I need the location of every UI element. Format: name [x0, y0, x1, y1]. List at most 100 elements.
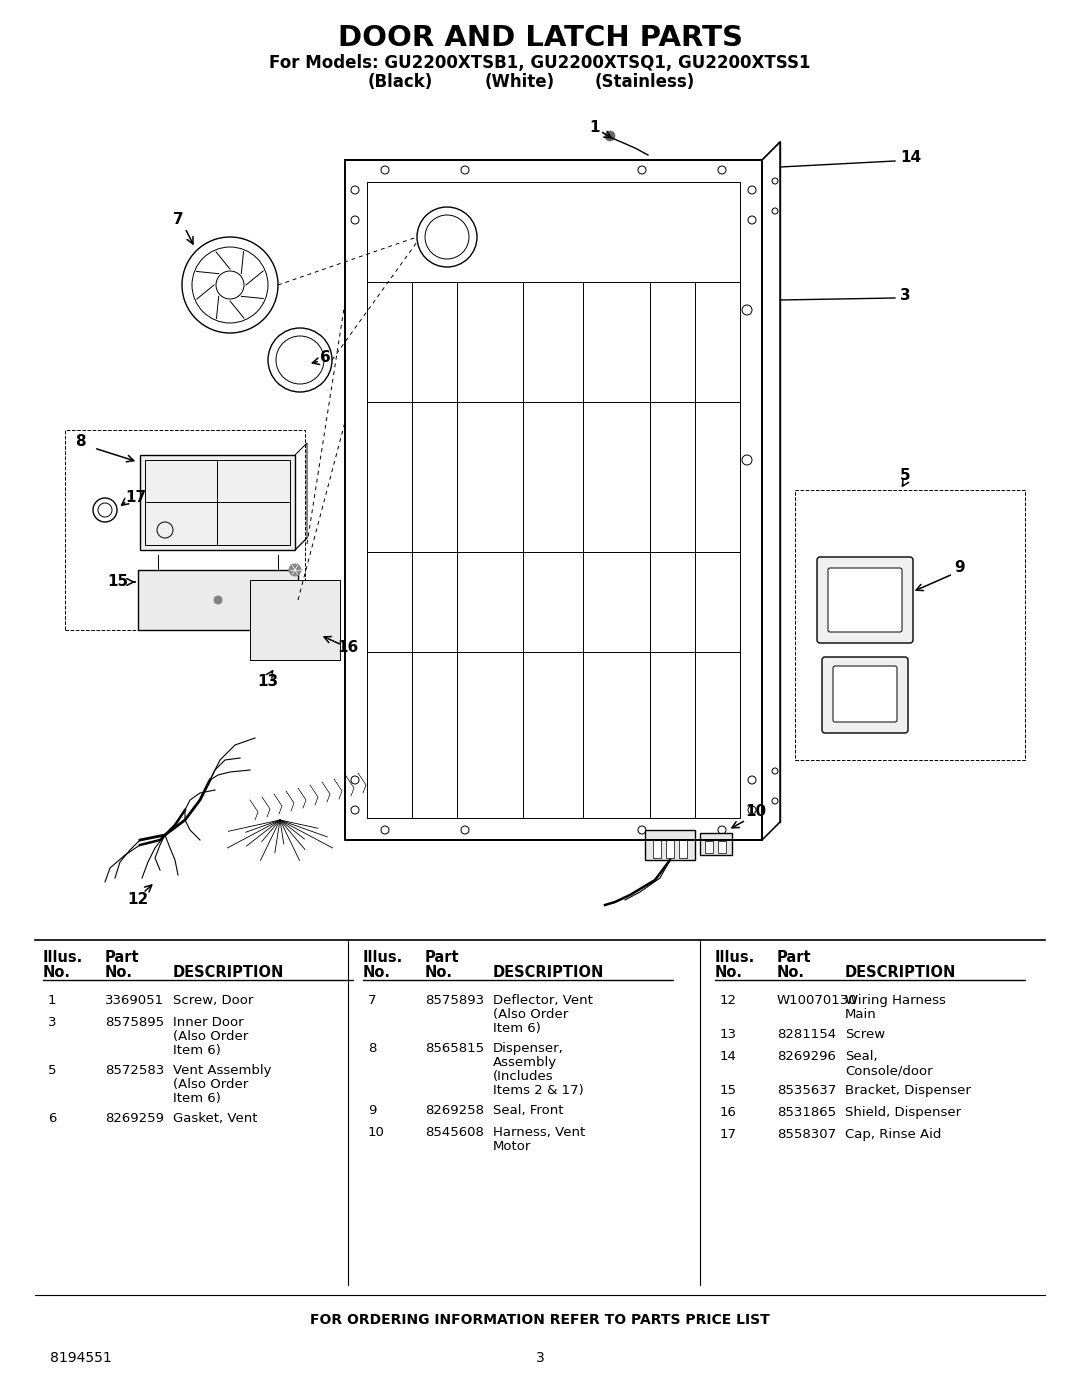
Text: 8281154: 8281154: [777, 1028, 836, 1041]
Text: 8: 8: [75, 434, 85, 450]
Text: Console/door: Console/door: [845, 1065, 933, 1077]
Bar: [705, 841, 713, 854]
Text: Wiring Harness: Wiring Harness: [845, 995, 946, 1007]
Bar: [718, 841, 726, 854]
Text: No.: No.: [43, 965, 71, 981]
Text: 12: 12: [720, 995, 737, 1007]
Bar: [65, 430, 305, 630]
Text: 1: 1: [590, 120, 600, 136]
Text: 10: 10: [745, 805, 766, 820]
Text: Part: Part: [426, 950, 460, 965]
Text: 8575893: 8575893: [426, 995, 484, 1007]
Circle shape: [214, 597, 222, 604]
Text: 14: 14: [900, 151, 921, 165]
Bar: [653, 840, 661, 858]
Text: Screw, Door: Screw, Door: [173, 995, 254, 1007]
Text: (Stainless): (Stainless): [595, 73, 696, 91]
Text: 13: 13: [257, 675, 279, 690]
FancyBboxPatch shape: [822, 657, 908, 733]
Text: Item 6): Item 6): [173, 1044, 221, 1058]
Bar: [145, 460, 291, 545]
Bar: [140, 455, 295, 550]
Text: Part: Part: [105, 950, 139, 965]
Text: 8558307: 8558307: [777, 1127, 836, 1141]
Bar: [795, 490, 1025, 760]
Text: 9: 9: [368, 1104, 376, 1118]
Text: Screw: Screw: [845, 1028, 886, 1041]
Text: Items 2 & 17): Items 2 & 17): [492, 1084, 584, 1097]
Text: 16: 16: [337, 640, 359, 655]
Text: 16: 16: [720, 1106, 737, 1119]
Text: No.: No.: [715, 965, 743, 981]
Text: Item 6): Item 6): [492, 1023, 541, 1035]
Bar: [645, 830, 696, 861]
Text: No.: No.: [426, 965, 453, 981]
Text: 7: 7: [173, 212, 184, 228]
Text: 6: 6: [320, 351, 330, 366]
Text: (White): (White): [485, 73, 555, 91]
Text: Assembly: Assembly: [492, 1056, 557, 1069]
Text: 9: 9: [955, 560, 966, 576]
Text: 7: 7: [368, 995, 377, 1007]
Text: 8269296: 8269296: [777, 1051, 836, 1063]
Text: Gasket, Vent: Gasket, Vent: [173, 1112, 257, 1125]
Text: Illus.: Illus.: [43, 950, 83, 965]
Text: 1: 1: [48, 995, 56, 1007]
Text: 8575895: 8575895: [105, 1016, 164, 1030]
Circle shape: [605, 131, 615, 141]
Text: 8: 8: [368, 1042, 376, 1055]
Text: 8194551: 8194551: [50, 1351, 111, 1365]
Text: Seal, Front: Seal, Front: [492, 1104, 564, 1118]
Bar: [249, 580, 340, 659]
Bar: [138, 570, 298, 630]
Text: Cap, Rinse Aid: Cap, Rinse Aid: [845, 1127, 942, 1141]
Text: For Models: GU2200XTSB1, GU2200XTSQ1, GU2200XTSS1: For Models: GU2200XTSB1, GU2200XTSQ1, GU…: [269, 54, 811, 73]
Text: 12: 12: [127, 893, 149, 908]
Text: Shield, Dispenser: Shield, Dispenser: [845, 1106, 961, 1119]
Text: 10: 10: [368, 1126, 384, 1139]
Text: 13: 13: [720, 1028, 737, 1041]
Text: DOOR AND LATCH PARTS: DOOR AND LATCH PARTS: [337, 24, 743, 52]
FancyBboxPatch shape: [828, 569, 902, 631]
Text: Deflector, Vent: Deflector, Vent: [492, 995, 593, 1007]
Text: FOR ORDERING INFORMATION REFER TO PARTS PRICE LIST: FOR ORDERING INFORMATION REFER TO PARTS …: [310, 1313, 770, 1327]
Text: 17: 17: [720, 1127, 737, 1141]
Text: (Also Order: (Also Order: [173, 1078, 248, 1091]
Bar: [679, 840, 687, 858]
Text: W10070130: W10070130: [777, 995, 858, 1007]
Text: 6: 6: [48, 1112, 56, 1125]
Text: 5: 5: [900, 468, 910, 482]
Text: 8565815: 8565815: [426, 1042, 484, 1055]
Text: DESCRIPTION: DESCRIPTION: [492, 965, 605, 981]
Text: 8531865: 8531865: [777, 1106, 836, 1119]
Bar: [666, 840, 674, 858]
Text: Bracket, Dispenser: Bracket, Dispenser: [845, 1084, 971, 1097]
Text: 8535637: 8535637: [777, 1084, 836, 1097]
Text: Vent Assembly: Vent Assembly: [173, 1065, 271, 1077]
Text: Main: Main: [845, 1009, 877, 1021]
Text: 8545608: 8545608: [426, 1126, 484, 1139]
Text: Illus.: Illus.: [363, 950, 403, 965]
Text: 3369051: 3369051: [105, 995, 164, 1007]
Text: Illus.: Illus.: [715, 950, 755, 965]
Text: 15: 15: [107, 574, 129, 590]
Text: 3: 3: [48, 1016, 56, 1030]
Bar: [700, 833, 732, 855]
Text: 17: 17: [125, 490, 146, 506]
Text: DESCRIPTION: DESCRIPTION: [173, 965, 284, 981]
Text: Item 6): Item 6): [173, 1092, 221, 1105]
Text: 3: 3: [900, 288, 910, 303]
Circle shape: [289, 564, 301, 576]
Text: 8572583: 8572583: [105, 1065, 164, 1077]
Text: 14: 14: [720, 1051, 737, 1063]
FancyBboxPatch shape: [833, 666, 897, 722]
Text: Seal,: Seal,: [845, 1051, 878, 1063]
Text: (Also Order: (Also Order: [173, 1030, 248, 1044]
FancyBboxPatch shape: [816, 557, 913, 643]
Text: No.: No.: [363, 965, 391, 981]
Text: Dispenser,: Dispenser,: [492, 1042, 564, 1055]
Text: Motor: Motor: [492, 1140, 531, 1153]
Text: 8269258: 8269258: [426, 1104, 484, 1118]
Text: Harness, Vent: Harness, Vent: [492, 1126, 585, 1139]
Text: (Includes: (Includes: [492, 1070, 554, 1083]
